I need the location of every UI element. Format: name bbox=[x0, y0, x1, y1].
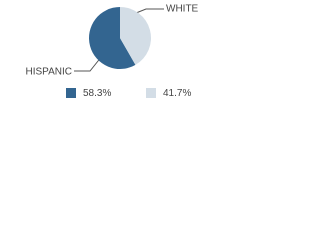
legend-swatch bbox=[146, 88, 156, 98]
leader-line bbox=[135, 8, 164, 14]
legend-label: 41.7% bbox=[163, 88, 191, 99]
slice-label: WHITE bbox=[166, 4, 199, 15]
slice-label: HISPANIC bbox=[26, 67, 73, 78]
pie-slice bbox=[89, 7, 136, 69]
legend-swatch bbox=[66, 88, 76, 98]
pie-slice bbox=[120, 7, 152, 65]
chart: HISPANIC WHITE 58.3% 41.7% bbox=[26, 4, 199, 100]
legend-label: 58.3% bbox=[83, 88, 111, 99]
leader-line bbox=[74, 55, 103, 72]
